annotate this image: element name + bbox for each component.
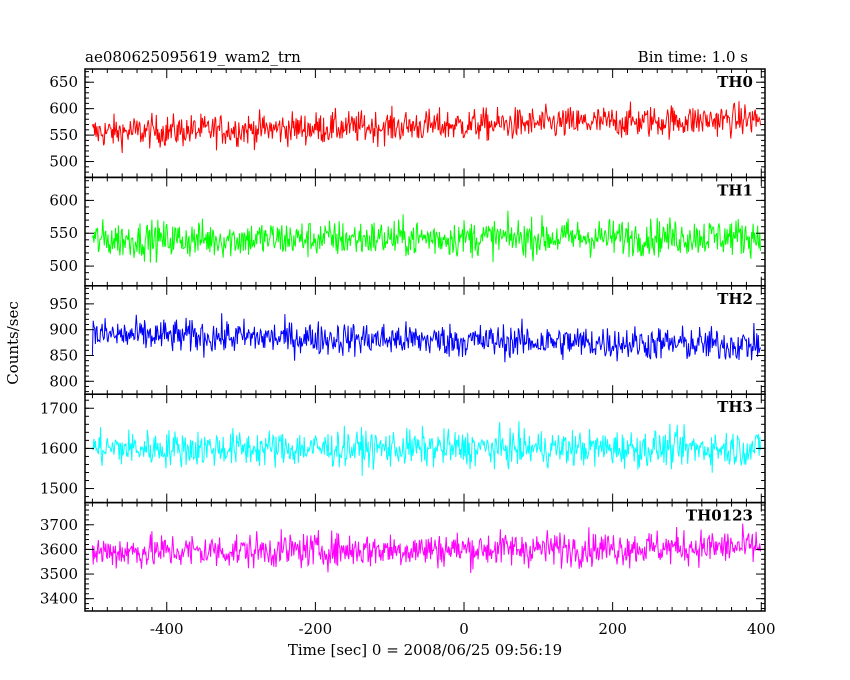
y-tick-label: 1500 — [40, 480, 78, 498]
y-tick-label: 1700 — [40, 399, 78, 417]
y-tick-label: 650 — [49, 73, 78, 91]
series-line-th1 — [91, 210, 761, 263]
x-tick-label: 0 — [459, 620, 469, 638]
panel-label: TH3 — [717, 398, 753, 416]
plot-title: ae080625095619_wam2_trn — [85, 48, 301, 66]
y-tick-label: 950 — [49, 295, 78, 313]
y-tick-label: 500 — [49, 153, 78, 171]
series-line-th3 — [91, 421, 761, 476]
x-tick-label: 200 — [598, 620, 627, 638]
y-tick-label: 850 — [49, 346, 78, 364]
y-axis-label: Counts/sec — [4, 301, 22, 385]
series-line-th0 — [91, 101, 761, 154]
panels-group: 500 550 600 650 TH0 500 550 600 TH1 800 850 900 950 T… — [40, 68, 776, 638]
panel-label: TH0123 — [686, 507, 753, 525]
panel-label: TH1 — [717, 181, 753, 199]
x-tick-label: 400 — [747, 620, 776, 638]
y-tick-label: 550 — [49, 224, 78, 242]
y-tick-label: 3500 — [40, 565, 78, 583]
panel-label: TH2 — [717, 290, 753, 308]
bin-time-label: Bin time: 1.0 s — [638, 48, 748, 66]
y-tick-label: 3700 — [40, 516, 78, 534]
panel-frame — [84, 501, 766, 612]
y-tick-label: 800 — [49, 372, 78, 390]
x-axis-label: Time [sec] 0 = 2008/06/25 09:56:19 — [288, 641, 562, 659]
series-line-th0123 — [91, 523, 761, 574]
y-tick-label: 600 — [49, 191, 78, 209]
y-tick-label: 550 — [49, 126, 78, 144]
panel-label: TH0 — [717, 73, 753, 91]
y-tick-label: 1600 — [40, 439, 78, 457]
x-tick-label: -400 — [150, 620, 184, 638]
y-tick-label: 3600 — [40, 540, 78, 558]
x-tick-label: -200 — [299, 620, 333, 638]
y-tick-label: 500 — [49, 257, 78, 275]
y-tick-label: 900 — [49, 321, 78, 339]
series-line-th2 — [91, 313, 761, 363]
y-tick-label: 3400 — [40, 590, 78, 608]
y-tick-label: 600 — [49, 100, 78, 118]
